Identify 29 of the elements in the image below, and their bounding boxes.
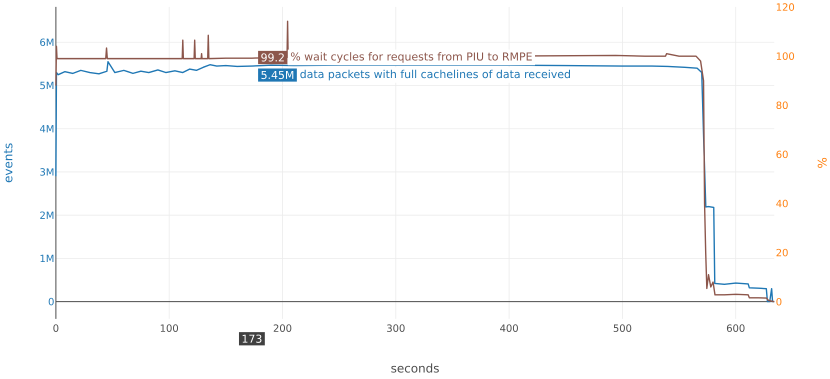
annotation: 99.2: [261, 53, 284, 62]
x-tick-label: 200: [274, 324, 292, 332]
x-tick-label: 100: [160, 324, 178, 332]
y2-tick-label: 120: [776, 3, 794, 11]
x-tick-label: 500: [614, 324, 632, 332]
y-tick-label: 1M: [40, 254, 54, 262]
x-tick-label: 600: [726, 324, 745, 332]
y-tick-label: 2M: [40, 211, 54, 219]
y-tick-label: 4M: [40, 124, 54, 132]
y2-tick-label: 20: [776, 248, 788, 256]
y-axis-title: events: [4, 143, 12, 182]
x-axis-title: seconds: [391, 363, 439, 372]
text: 173: [242, 334, 262, 343]
y-tick-label: 3M: [40, 168, 54, 176]
y2-tick-label: 100: [776, 52, 794, 60]
y-tick-label: 0: [48, 298, 54, 306]
y-tick-label: 6M: [40, 38, 54, 46]
legend-label: % wait cycles for requests from PIU to RMPE: [290, 52, 532, 63]
y2-tick-label: 0: [776, 298, 782, 306]
legend-label: data packets with full cachelines of data received: [300, 69, 570, 80]
y2-tick-label: 80: [776, 101, 788, 109]
annotation: 5.45M: [261, 70, 294, 79]
x-tick-label: 400: [500, 324, 518, 332]
y2-tick-label: 60: [776, 150, 788, 158]
x-tick-label: 300: [387, 324, 405, 332]
y2-tick-label: 40: [776, 199, 788, 208]
x-tick-label: 0: [53, 324, 58, 332]
y2-axis-title: %: [818, 158, 827, 168]
y-tick-label: 5M: [40, 82, 54, 89]
